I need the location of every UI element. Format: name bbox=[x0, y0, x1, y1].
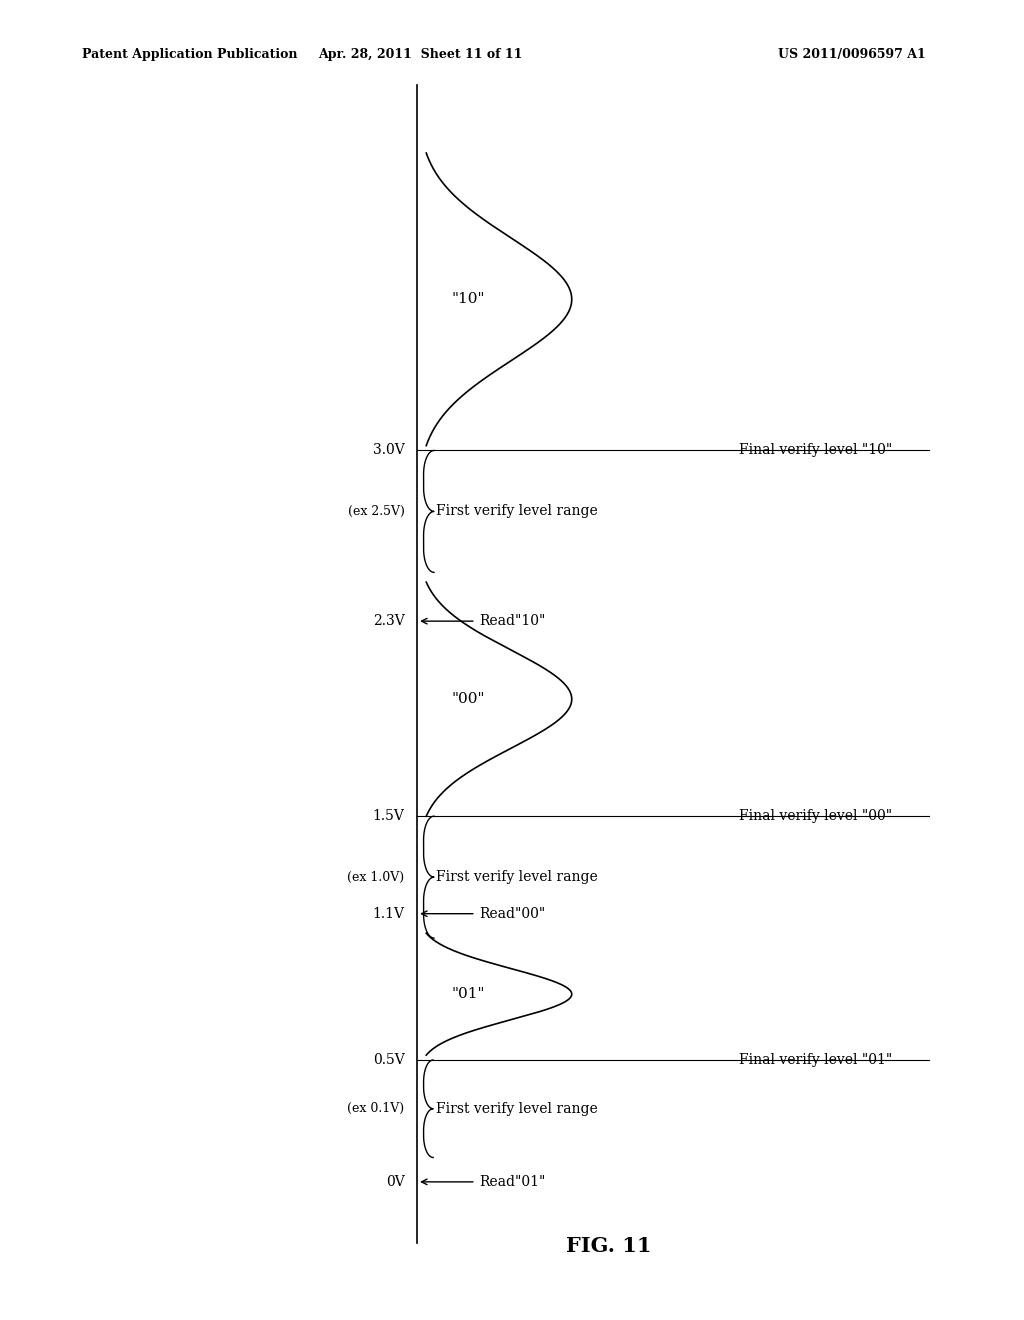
Text: Final verify level "01": Final verify level "01" bbox=[739, 1053, 892, 1067]
Text: 2.3V: 2.3V bbox=[373, 614, 404, 628]
Text: Final verify level "00": Final verify level "00" bbox=[739, 809, 892, 824]
Text: Read"10": Read"10" bbox=[479, 614, 546, 628]
Text: (ex 2.5V): (ex 2.5V) bbox=[347, 506, 404, 517]
Text: 0.5V: 0.5V bbox=[373, 1053, 404, 1067]
Text: Patent Application Publication: Patent Application Publication bbox=[82, 48, 297, 61]
Text: (ex 1.0V): (ex 1.0V) bbox=[347, 871, 404, 883]
Text: First verify level range: First verify level range bbox=[436, 870, 598, 884]
Text: (ex 0.1V): (ex 0.1V) bbox=[347, 1102, 404, 1115]
Text: First verify level range: First verify level range bbox=[436, 1102, 598, 1115]
Text: 3.0V: 3.0V bbox=[373, 444, 404, 458]
Text: FIG. 11: FIG. 11 bbox=[566, 1236, 652, 1255]
Text: Read"01": Read"01" bbox=[479, 1175, 546, 1189]
Text: "01": "01" bbox=[452, 987, 485, 1001]
Text: 1.5V: 1.5V bbox=[373, 809, 404, 824]
Text: Final verify level "10": Final verify level "10" bbox=[739, 444, 892, 458]
Text: First verify level range: First verify level range bbox=[436, 504, 598, 519]
Text: Read"00": Read"00" bbox=[479, 907, 545, 920]
Text: "10": "10" bbox=[452, 292, 485, 306]
Text: "00": "00" bbox=[452, 692, 485, 706]
Text: Apr. 28, 2011  Sheet 11 of 11: Apr. 28, 2011 Sheet 11 of 11 bbox=[317, 48, 522, 61]
Text: 0V: 0V bbox=[386, 1175, 404, 1189]
Text: US 2011/0096597 A1: US 2011/0096597 A1 bbox=[778, 48, 926, 61]
Text: 1.1V: 1.1V bbox=[373, 907, 404, 920]
